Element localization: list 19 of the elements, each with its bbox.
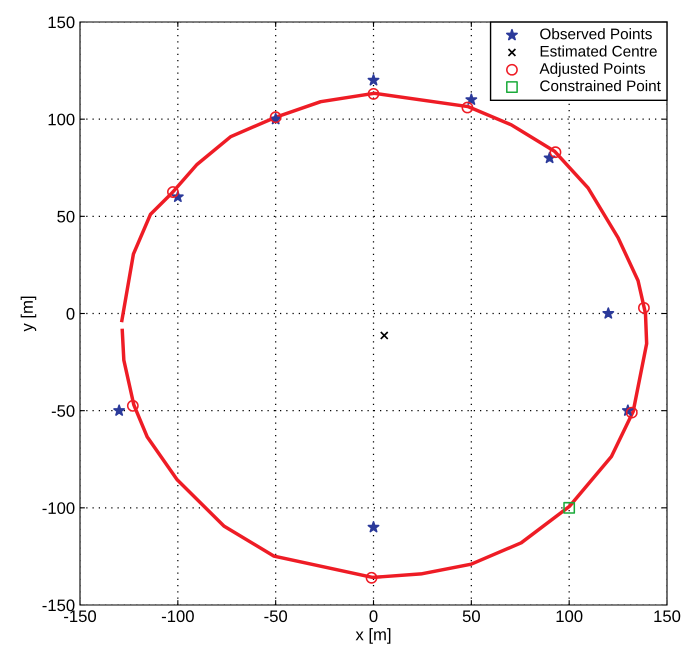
legend-label: Observed Points (540, 28, 652, 40)
y-tick-label: -50 (52, 405, 74, 417)
y-axis-title: y [m] (20, 296, 36, 332)
legend-label: Constrained Point (540, 80, 661, 92)
legend-label: Estimated Centre (540, 45, 657, 57)
y-tick-label: 0 (66, 308, 74, 320)
x-axis-title: x [m] (356, 628, 390, 644)
x-tick-label: -100 (162, 610, 194, 622)
y-tick-label: 150 (48, 16, 74, 28)
x-tick-label: 50 (462, 610, 480, 622)
y-tick-label: -150 (42, 599, 74, 612)
x-tick-label: 0 (370, 610, 378, 622)
legend-label: Adjusted Points (539, 62, 646, 77)
x-tick-label: -50 (264, 610, 288, 622)
y-tick-label: 100 (48, 114, 74, 126)
x-tick-label: 150 (654, 610, 680, 622)
x-tick-label: 100 (556, 610, 582, 622)
y-tick-label: -100 (42, 502, 74, 514)
y-tick-label: 50 (57, 210, 74, 223)
